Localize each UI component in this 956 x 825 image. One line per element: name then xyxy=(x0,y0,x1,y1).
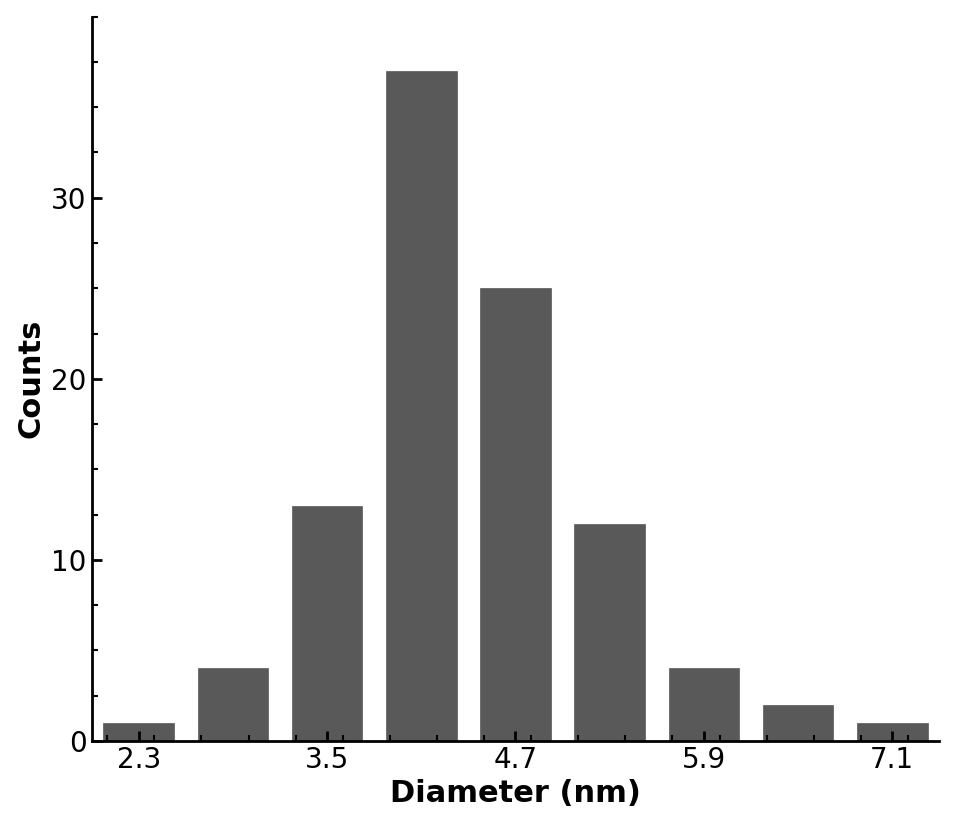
Bar xyxy=(575,524,645,741)
Y-axis label: Counts: Counts xyxy=(16,319,46,438)
Bar xyxy=(292,506,362,741)
Bar xyxy=(480,288,551,741)
Bar xyxy=(763,705,834,741)
X-axis label: Diameter (nm): Diameter (nm) xyxy=(390,780,641,808)
Bar xyxy=(198,668,269,741)
Bar xyxy=(857,723,927,741)
Bar xyxy=(103,723,174,741)
Bar xyxy=(668,668,739,741)
Bar xyxy=(386,71,457,741)
